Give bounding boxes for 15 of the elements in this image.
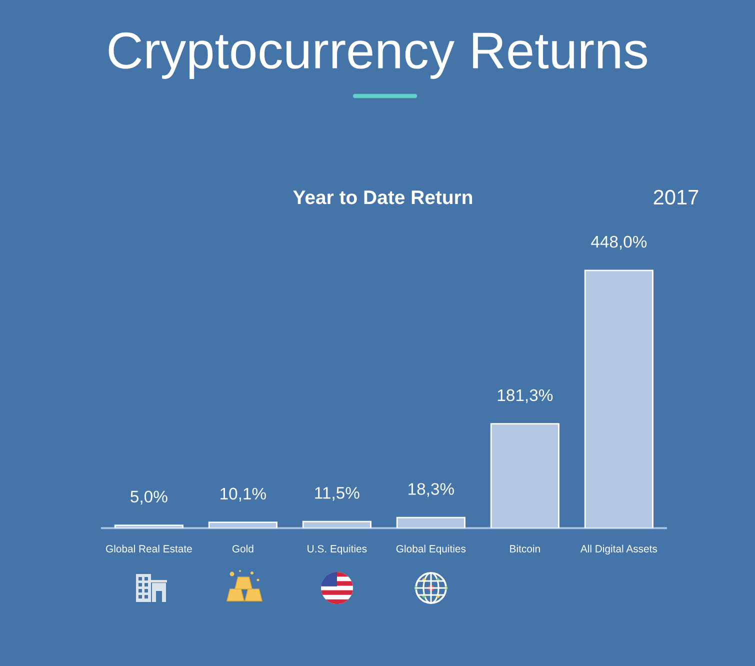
- chart-subtitle: Year to Date Return: [293, 190, 472, 204]
- x-tick-label: U.S. Equities: [308, 544, 367, 555]
- data-label: 181,3%: [498, 389, 553, 404]
- x-tick-label: Bitcoin: [510, 544, 540, 552]
- text: 2017: [654, 190, 698, 205]
- x-tick-label: Gold: [232, 544, 254, 552]
- data-label: 18,3%: [408, 483, 454, 497]
- data-label: 10,1%: [220, 488, 266, 502]
- x-tick-label: All Digital Assets: [580, 544, 658, 555]
- data-label: 11,5%: [315, 487, 360, 501]
- x-tick-label: Global Equities: [396, 544, 466, 555]
- data-label: 5,0%: [130, 490, 168, 504]
- data-label: 448,0%: [591, 236, 647, 250]
- x-tick-label: Global Real Estate: [106, 544, 192, 552]
- chart-title: Cryptocurrency Returns: [108, 32, 647, 79]
